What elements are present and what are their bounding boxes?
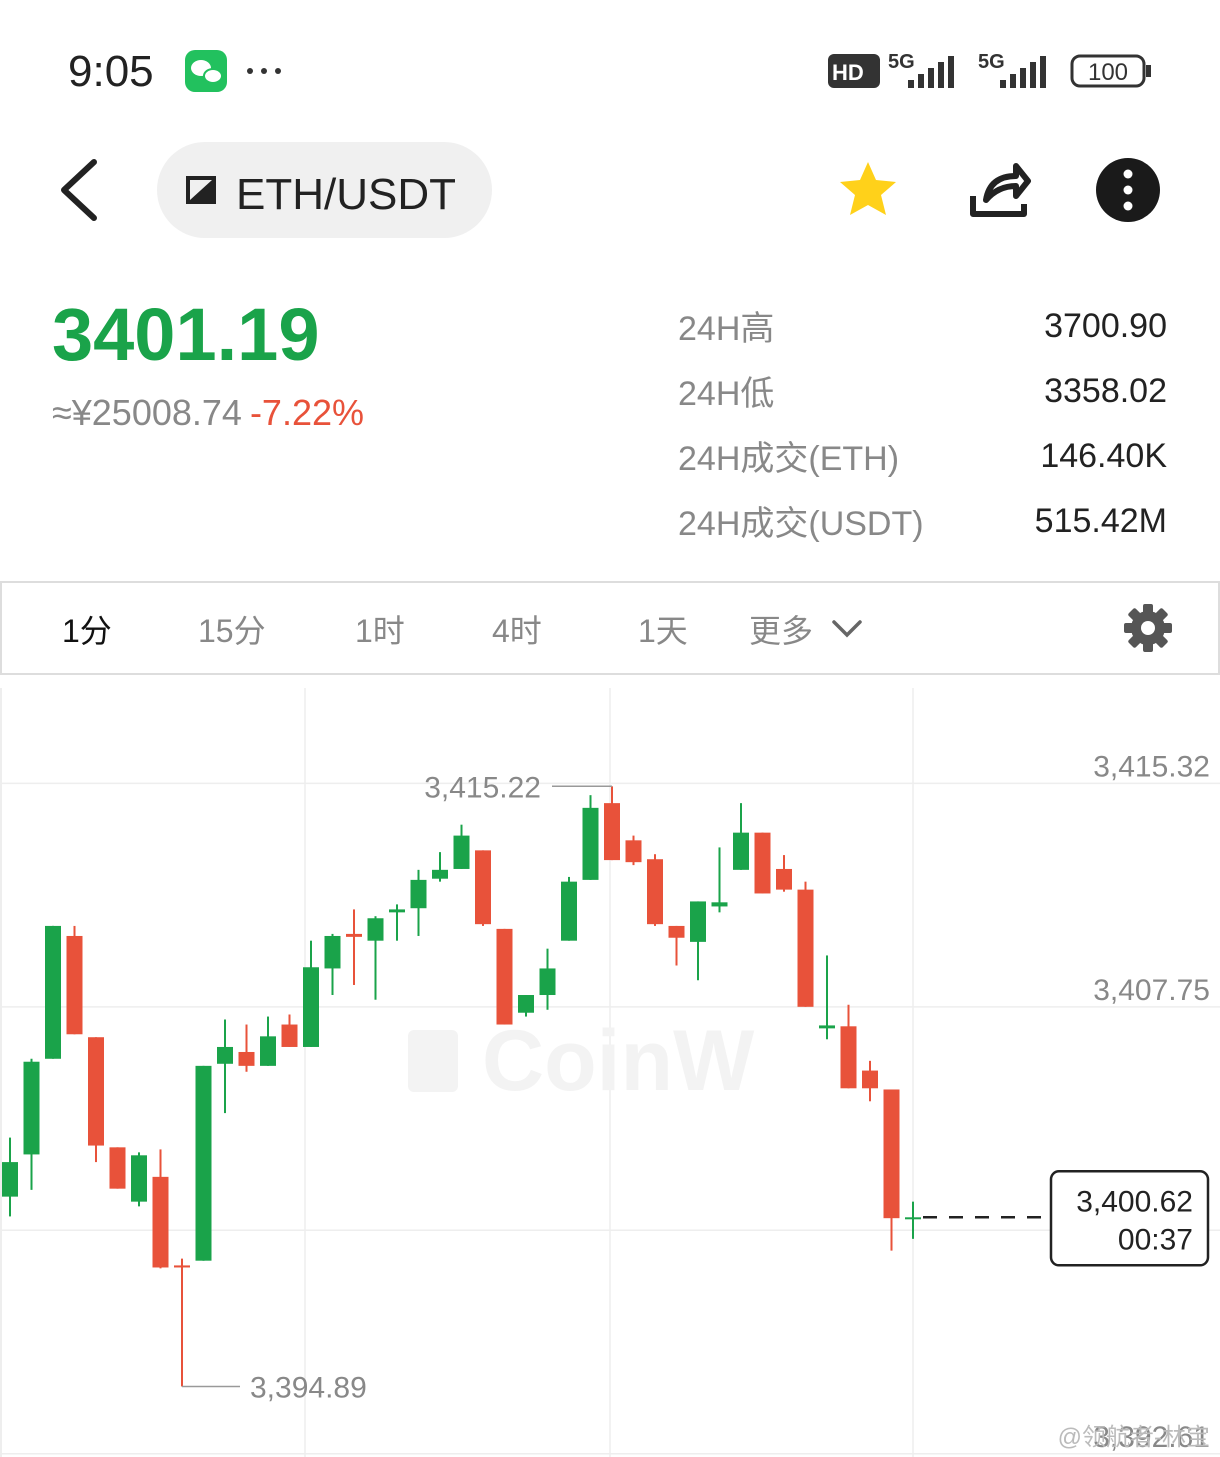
last-price-box <box>1049 1170 1210 1267</box>
candle-body <box>797 889 814 1007</box>
pair: ETH/USDT <box>236 170 456 219</box>
candle-body <box>195 1065 212 1261</box>
high-label: 3,415.22 <box>424 771 541 804</box>
y-tick-label: 3,407.75 <box>1093 974 1210 1007</box>
stat-value: 3358.02 <box>1044 372 1167 410</box>
candle-body <box>711 902 728 907</box>
candle-body <box>109 1147 126 1189</box>
candle-body <box>346 933 362 937</box>
cny-price: ≈¥25008.74 <box>52 392 242 433</box>
candle-body <box>690 901 706 942</box>
candle-body <box>281 1024 298 1047</box>
tab[interactable]: 1分 <box>62 613 112 649</box>
candle-body <box>539 968 556 996</box>
candle-body <box>819 1025 835 1029</box>
candle-body <box>582 807 599 880</box>
candle-body <box>754 832 771 894</box>
candle-body <box>174 1265 190 1268</box>
stat-value: 3700.90 <box>1044 307 1167 345</box>
hd-icon <box>828 54 880 88</box>
hd-label: HD <box>832 60 864 85</box>
candle-body <box>625 840 642 863</box>
countdown: 00:37 <box>1118 1223 1193 1256</box>
candle-body <box>862 1070 878 1089</box>
low-label: 3,394.89 <box>250 1371 367 1404</box>
candle-body <box>733 832 749 870</box>
stats: 24H高 3700.90 24H低 3358.02 24H成交(ETH) 146.40K 2… <box>678 307 1167 543</box>
watermark: CoinW <box>482 1013 755 1109</box>
battery-level: 100 <box>1088 59 1128 86</box>
stat-label: 24H成交(USDT) <box>678 505 924 543</box>
candle-body <box>647 859 663 925</box>
share-button[interactable] <box>970 163 1031 217</box>
candle-body <box>604 803 620 861</box>
candle-body <box>367 918 384 941</box>
candle-body <box>88 1037 104 1146</box>
candle-body <box>668 925 685 938</box>
network: 5G <box>888 51 915 73</box>
settings-gear[interactable] <box>1124 604 1172 652</box>
candle-body <box>303 967 319 1047</box>
stat-label: 24H低 <box>678 375 774 413</box>
candle-body <box>217 1046 233 1064</box>
battery <box>1070 54 1146 88</box>
candle-body <box>152 1176 169 1268</box>
last-price: 3401.19 <box>52 293 320 376</box>
y-tick-label: 3,392.61 <box>1093 1421 1210 1454</box>
footer-watermark: @领航者-林宝 <box>1058 1424 1210 1451</box>
candle-body <box>561 881 577 941</box>
stat-label: 24H高 <box>678 310 774 348</box>
stat-value: 515.42M <box>1035 502 1167 540</box>
tab[interactable]: 更多 <box>749 613 813 649</box>
candle-body <box>432 869 448 879</box>
candle-body <box>776 868 792 890</box>
candle-body <box>23 1061 40 1155</box>
last-price-label: 3,400.62 <box>1076 1185 1193 1218</box>
time: 9:05 <box>68 47 154 96</box>
candles: 3,415.323,407.753,400.183,392.613,415.22… <box>0 750 1220 1455</box>
candle-body <box>66 935 83 1035</box>
tab[interactable]: 15分 <box>198 613 266 649</box>
price-line: ≈¥25008.74 -7.22% <box>52 392 364 433</box>
tabs: 1分 15分 1时 4时 1天 更多 <box>62 613 813 649</box>
candle-body <box>389 909 405 913</box>
candle-body <box>410 879 427 909</box>
candle-body <box>2 1162 18 1197</box>
wechat-bubble <box>203 68 223 84</box>
watermark-logo <box>408 1030 458 1092</box>
candle-body <box>840 1026 857 1089</box>
stat-value: 146.40K <box>1040 437 1167 475</box>
y-tick-label: 3,415.32 <box>1093 750 1210 783</box>
candle-body <box>905 1217 921 1220</box>
pair-icon <box>186 176 216 204</box>
candle-body <box>238 1051 255 1066</box>
signal-bars <box>908 56 954 88</box>
candle-body <box>45 925 61 1059</box>
menu-dots <box>1123 169 1133 211</box>
candle-body <box>496 928 513 1025</box>
favorite-star[interactable] <box>840 162 896 215</box>
candle-body <box>475 850 491 925</box>
change: -7.22% <box>250 392 364 433</box>
pair-pill[interactable] <box>157 142 492 238</box>
tab-bar <box>0 581 1220 675</box>
tab[interactable]: 1天 <box>638 613 688 649</box>
candle-body <box>131 1155 147 1202</box>
candle-body <box>518 995 534 1013</box>
tab[interactable]: 1时 <box>355 613 405 649</box>
network: 5G <box>978 51 1005 73</box>
dropdown-arrow[interactable] <box>832 620 862 638</box>
tab[interactable]: 4时 <box>492 613 542 649</box>
battery-tip <box>1146 65 1151 77</box>
candle-body <box>453 835 470 869</box>
more-dots <box>247 68 281 74</box>
candle-body <box>883 1089 900 1219</box>
stat-label: 24H成交(ETH) <box>678 440 899 478</box>
candle-body <box>324 935 341 969</box>
back-button[interactable] <box>61 159 97 221</box>
candle-body <box>260 1036 276 1066</box>
signal-bars <box>1000 56 1046 88</box>
